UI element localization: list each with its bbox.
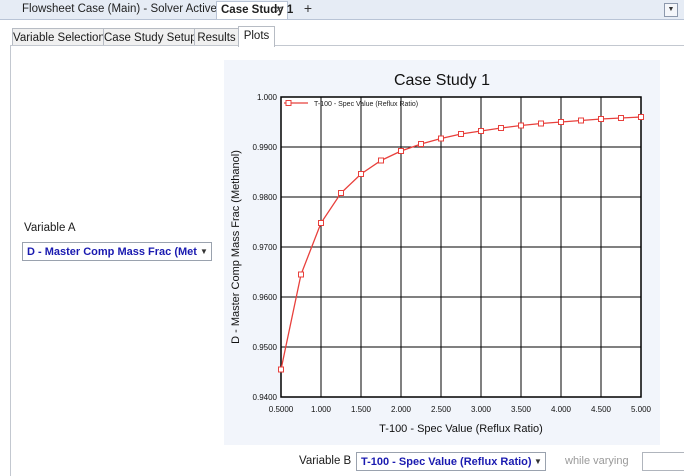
legend-entry: T-100 - Spec Value (Reflux Ratio) [314,101,418,108]
doc-tab-label: Case Study 1 [221,4,294,16]
data-point [278,366,284,373]
doc-tab-case-study[interactable]: Case Study 1 ✕ [216,1,293,19]
data-point [458,131,464,137]
data-point [558,119,564,125]
x-tick-label: 1.000 [311,405,332,414]
variable-a-label: Variable A [24,222,76,234]
close-icon[interactable]: ✕ [274,5,283,16]
chevron-down-icon[interactable]: ▼ [197,243,211,260]
case-study-chart: Case Study 1 0.5000 1.000 1.500 2.000 2.500 3… [230,72,652,435]
plot-frame [280,96,642,398]
legend-marker [285,100,292,106]
data-point [578,117,584,124]
data-point [338,190,344,196]
chart-title: Case Study 1 [394,72,490,89]
chart-grid [280,96,642,398]
data-point [538,120,544,127]
chart-ticks: 0.5000 1.000 1.500 2.000 2.500 3.000 3.500 4.00… [253,93,652,414]
document-tab-strip: Flowsheet Case (Main) - Solver Active ✕ … [0,0,684,20]
x-tick-label: 5.000 [631,405,652,414]
data-point [298,271,304,278]
chevron-down-icon[interactable]: ▼ [664,3,678,17]
doc-tab-flowsheet[interactable]: Flowsheet Case (Main) - Solver Active ✕ [8,1,228,18]
tab-plots[interactable]: Plots [238,26,275,47]
variable-b-select[interactable]: T-100 - Spec Value (Reflux Ratio) ▼ [356,452,546,471]
while-varying-label: while varying [565,455,629,467]
x-tick-label: 4.500 [591,405,612,414]
data-point [518,122,524,129]
doc-tab-label: Flowsheet Case (Main) - Solver Active [22,3,217,15]
tab-results[interactable]: Results [194,28,239,47]
variable-a-select[interactable]: D - Master Comp Mass Frac (Metha ▼ [22,242,212,261]
tab-case-study-setup[interactable]: Case Study Setup [103,28,197,47]
x-tick-label: 2.000 [391,405,412,414]
variable-b-value: T-100 - Spec Value (Reflux Ratio) [361,456,532,468]
y-tick-label: 0.9600 [253,293,278,302]
x-tick-label: 4.000 [551,405,572,414]
data-point [378,157,384,164]
x-axis-label: T-100 - Spec Value (Reflux Ratio) [379,423,543,435]
add-tab-button[interactable]: + [303,0,313,16]
data-point [618,115,624,121]
x-tick-label: 2.500 [431,405,452,414]
tab-variable-selection[interactable]: Variable Selection [12,28,105,47]
chart-legend: T-100 - Spec Value (Reflux Ratio) [284,100,418,108]
data-point [358,171,364,177]
data-point [438,135,444,142]
data-point [478,128,484,134]
data-point [318,220,324,226]
y-tick-label: 0.9400 [253,393,278,402]
plot-area: Case Study 1 0.5000 1.000 1.500 2.000 2.500 3… [224,60,660,445]
data-point [398,148,404,154]
x-tick-label: 3.000 [471,405,492,414]
series-points [278,114,644,373]
x-tick-label: 1.500 [351,405,372,414]
data-point [638,114,644,120]
data-point [598,116,604,122]
variable-b-label: Variable B [299,455,352,467]
data-point [498,125,504,131]
y-tick-label: 0.9800 [253,193,278,202]
variable-a-value: D - Master Comp Mass Frac (Metha [27,246,210,258]
data-point [418,141,424,147]
chevron-down-icon[interactable]: ▼ [531,453,545,470]
y-tick-label: 1.000 [257,93,278,102]
x-tick-label: 0.5000 [269,405,294,414]
while-varying-select[interactable] [642,452,684,471]
y-tick-label: 0.9700 [253,243,278,252]
y-axis-label: D - Master Comp Mass Frac (Methanol) [230,150,242,344]
x-tick-label: 3.500 [511,405,532,414]
y-tick-label: 0.9500 [253,343,278,352]
y-tick-label: 0.9900 [253,143,278,152]
